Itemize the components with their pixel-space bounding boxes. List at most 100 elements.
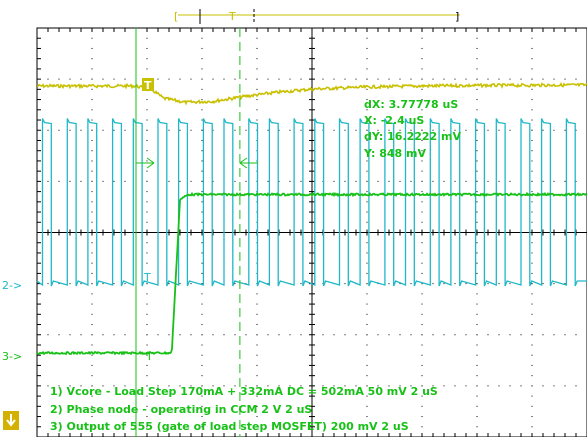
grid-dot	[564, 78, 566, 80]
grid-dot	[223, 78, 225, 80]
grid-dot	[366, 334, 368, 336]
grid-dot	[80, 180, 82, 182]
ch1-marker-box	[142, 78, 154, 91]
grid-dot	[355, 334, 357, 336]
grid-dot	[201, 283, 203, 285]
grid-dot	[201, 242, 203, 244]
grid-dot	[421, 344, 423, 346]
grid-dot	[465, 334, 467, 336]
grid-dot	[289, 385, 291, 387]
legend-line-1: 1) Vcore - Load Step 170mA + 332mA DC = …	[50, 385, 438, 398]
grid-dot	[201, 139, 203, 141]
grid-dot	[256, 109, 258, 111]
grid-dot	[366, 375, 368, 377]
grid-dot	[509, 129, 511, 131]
grid-dot	[201, 354, 203, 356]
grid-dot	[201, 344, 203, 346]
grid-dot	[399, 180, 401, 182]
grid-dot	[487, 129, 489, 131]
grid-dot	[146, 201, 148, 203]
grid-dot	[476, 37, 478, 39]
grid-dot	[80, 78, 82, 80]
grid-dot	[454, 334, 456, 336]
grid-dot	[256, 68, 258, 70]
grid-dot	[47, 385, 49, 387]
grid-dot	[91, 78, 93, 80]
grid-dot	[80, 129, 82, 131]
grid-dot	[113, 283, 115, 285]
grid-dot	[432, 334, 434, 336]
grid-dot	[443, 283, 445, 285]
grid-dot	[476, 242, 478, 244]
grid-dot	[421, 37, 423, 39]
grid-dot	[410, 180, 412, 182]
grid-dot	[146, 211, 148, 213]
grid-dot	[69, 385, 71, 387]
grid-dot	[509, 385, 511, 387]
grid-dot	[146, 129, 148, 131]
grid-dot	[124, 385, 126, 387]
grid-dot	[388, 180, 390, 182]
grid-dot	[542, 180, 544, 182]
grid-dot	[80, 334, 82, 336]
grid-dot	[531, 262, 533, 264]
grid-dot	[575, 129, 577, 131]
grid-dot	[542, 78, 544, 80]
grid-dot	[58, 78, 60, 80]
grid-dot	[366, 170, 368, 172]
grid-dot	[344, 129, 346, 131]
grid-dot	[443, 180, 445, 182]
grid-dot	[553, 129, 555, 131]
grid-dot	[366, 272, 368, 274]
grid-dot	[146, 283, 148, 285]
grid-dot	[146, 426, 148, 428]
grid-dot	[256, 47, 258, 49]
grid-dot	[58, 334, 60, 336]
grid-dot	[91, 109, 93, 111]
grid-dot	[146, 170, 148, 172]
cursor-x-readout: X: -2.4 uS	[364, 114, 424, 127]
grid-dot	[256, 354, 258, 356]
grid-dot	[333, 180, 335, 182]
grid-dot	[47, 334, 49, 336]
grid-dot	[498, 78, 500, 80]
grid-dot	[564, 180, 566, 182]
grid-dot	[190, 78, 192, 80]
grid-dot	[146, 375, 148, 377]
grid-dot	[410, 334, 412, 336]
grid-dot	[575, 78, 577, 80]
down-arrow-icon[interactable]	[3, 411, 19, 430]
grid-dot	[476, 354, 478, 356]
grid-dot	[146, 385, 148, 387]
grid-dot	[388, 283, 390, 285]
grid-dot	[58, 129, 60, 131]
grid-dot	[91, 221, 93, 223]
grid-dot	[91, 160, 93, 162]
trigger-bar-t-label: T	[228, 10, 236, 23]
grid-dot	[245, 78, 247, 80]
grid-dot	[421, 242, 423, 244]
ch2-inner-marker: T	[143, 271, 151, 284]
grid-dot	[91, 242, 93, 244]
grid-dot	[69, 180, 71, 182]
grid-dot	[421, 150, 423, 152]
grid-dot	[366, 129, 368, 131]
grid-dot	[454, 385, 456, 387]
grid-dot	[91, 303, 93, 305]
grid-dot	[476, 324, 478, 326]
grid-dot	[366, 405, 368, 407]
grid-dot	[146, 242, 148, 244]
grid-dot	[322, 334, 324, 336]
grid-dot	[58, 385, 60, 387]
grid-dot	[509, 334, 511, 336]
grid-dot	[333, 385, 335, 387]
grid-dot	[564, 385, 566, 387]
grid-dot	[146, 293, 148, 295]
grid-dot	[432, 129, 434, 131]
grid-dot	[476, 180, 478, 182]
grid-dot	[201, 58, 203, 60]
grid-dot	[146, 262, 148, 264]
grid-dot	[256, 58, 258, 60]
grid-dot	[454, 283, 456, 285]
traces	[36, 81, 587, 356]
